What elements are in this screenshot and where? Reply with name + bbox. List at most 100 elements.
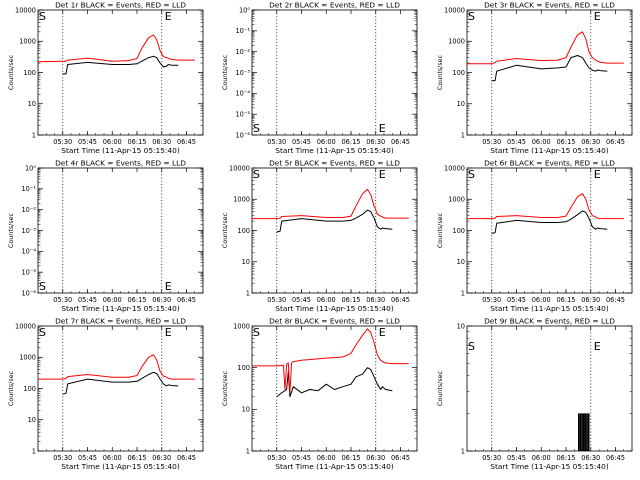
det-6r-series-lld [467, 193, 624, 220]
det-4r-xtick-label: 06:00 [103, 296, 122, 304]
det-6r-xtick-label: 05:30 [482, 296, 501, 304]
det-4r-ytick-label: 10⁻³ [21, 227, 36, 235]
det-1r-marker-e: E [165, 10, 172, 23]
det-4r-xtick-label: 06:30 [152, 296, 171, 304]
det-2r-ytick-label: 10⁻¹ [235, 27, 250, 35]
det-1r-ytick-label: 1 [32, 131, 36, 139]
det-9r-bar [578, 413, 580, 451]
det-4r-ytick-label: 10⁻² [21, 206, 36, 214]
det-3r-marker-s: S [468, 10, 475, 23]
det-5r-xtick-label: 05:45 [292, 296, 311, 304]
det-6r-title: Det 6r BLACK = Events, RED = LLD [484, 159, 615, 168]
det-6r-chart: Det 6r BLACK = Events, RED = LLD 05:30 05:… [436, 159, 633, 313]
det-9r-title: Det 9r BLACK = Events, RED = LLD [484, 317, 615, 326]
det-3r-series-lld [467, 31, 624, 65]
det-5r-chart: Det 5r BLACK = Events, RED = LLD 05:30 05:… [221, 159, 418, 313]
det-2r-ytick-label: 10⁰ [239, 6, 250, 14]
det-7r-xtick-label: 05:45 [78, 454, 97, 462]
det-7r-series-lld [38, 354, 195, 380]
det-8r-xtick-label: 06:30 [366, 454, 385, 462]
det-2r-ytick-label: 10⁻⁵ [235, 111, 250, 119]
det-3r-series-events [491, 55, 608, 82]
det-3r-xtick-label: 06:00 [532, 138, 551, 146]
det-2r-xtick-label: 06:30 [366, 138, 385, 146]
det-2r-title: Det 2r BLACK = Events, RED = LLD [269, 1, 400, 10]
det-6r-ytick-label: 10000 [444, 164, 465, 172]
det-3r-marker-e: E [594, 10, 601, 23]
det-6r-ytick-label: 100 [452, 227, 465, 235]
det-8r-title: Det 8r BLACK = Events, RED = LLD [269, 317, 400, 326]
det-3r-ylabel: Counts/sec [436, 54, 444, 90]
det-5r-xtick-label: 06:15 [341, 296, 360, 304]
det-1r-xtick-label: 05:30 [53, 138, 72, 146]
det-4r-xtick-label: 06:45 [177, 296, 196, 304]
det-8r-ytick-label: 10 [242, 406, 250, 414]
det-6r-xtick-label: 06:15 [556, 296, 575, 304]
det-2r-ytick-label: 10⁻⁶ [235, 131, 250, 139]
det-7r-chart: Det 7r BLACK = Events, RED = LLD 05:30 05:… [7, 317, 204, 471]
det-5r-ytick-label: 1000 [233, 196, 250, 204]
det-4r-marker-e: E [165, 280, 172, 293]
det-1r-xtick-label: 05:45 [78, 138, 97, 146]
det-5r-xlabel: Start Time (11-Apr-15 05:15:40) [275, 304, 394, 313]
det-9r-ytick-label: 1 [461, 447, 465, 455]
det-9r-ylabel: Counts/sec [436, 370, 444, 406]
det-8r-xtick-label: 06:15 [341, 454, 360, 462]
det-5r-title: Det 5r BLACK = Events, RED = LLD [269, 159, 400, 168]
det-6r-xlabel: Start Time (11-Apr-15 05:15:40) [490, 304, 609, 313]
det-9r-xlabel: Start Time (11-Apr-15 05:15:40) [490, 462, 609, 471]
det-8r-ytick-label: 1 [246, 447, 250, 455]
det-9r-marker-s: S [468, 340, 475, 353]
det-2r-xtick-label: 06:45 [391, 138, 410, 146]
det-4r-chart: Det 4r BLACK = Events, RED = LLD 05:30 05:… [7, 159, 204, 313]
det-6r-ytick-label: 1000 [448, 196, 465, 204]
det-3r-xtick-label: 06:15 [556, 138, 575, 146]
det-8r-ylabel: Counts/sec [221, 370, 229, 406]
det-8r-xtick-label: 06:00 [317, 454, 336, 462]
det-9r-marker-e: E [594, 340, 601, 353]
det-9r-bar [587, 413, 590, 451]
det-7r-title: Det 7r BLACK = Events, RED = LLD [55, 317, 186, 326]
det-2r-xtick-label: 06:00 [317, 138, 336, 146]
det-7r-ytick-label: 10 [28, 416, 36, 424]
det-2r-marker-s: S [253, 122, 260, 135]
det-7r-xtick-label: 06:30 [152, 454, 171, 462]
det-1r-ytick-label: 10 [28, 100, 36, 108]
det-8r-marker-s: S [253, 326, 260, 339]
det-3r-ytick-label: 100 [452, 69, 465, 77]
det-3r-xlabel: Start Time (11-Apr-15 05:15:40) [490, 146, 609, 155]
det-1r-title: Det 1r BLACK = Events, RED = LLD [55, 1, 186, 10]
det-8r-ytick-label: 100 [237, 364, 250, 372]
det-5r-ytick-label: 10000 [229, 164, 250, 172]
det-8r-ytick-label: 1000 [233, 322, 250, 330]
det-9r-bar [584, 413, 587, 451]
det-3r-ytick-label: 1000 [448, 38, 465, 46]
det-8r-xtick-label: 05:30 [267, 454, 286, 462]
det-6r-xtick-label: 06:45 [606, 296, 625, 304]
det-4r-ylabel: Counts/sec [7, 212, 15, 248]
det-2r-marker-e: E [379, 122, 386, 135]
det-4r-xlabel: Start Time (11-Apr-15 05:15:40) [61, 304, 180, 313]
det-1r-xlabel: Start Time (11-Apr-15 05:15:40) [61, 146, 180, 155]
det-1r-xtick-label: 06:00 [103, 138, 122, 146]
det-4r-ytick-label: 10⁻⁵ [21, 269, 36, 277]
det-6r-xtick-label: 06:00 [532, 296, 551, 304]
det-1r-marker-s: S [39, 10, 46, 23]
det-9r-ytick-label: 10 [457, 322, 465, 330]
det-9r-bar [586, 413, 588, 451]
det-7r-ytick-label: 1 [32, 447, 36, 455]
det-9r-xtick-label: 06:45 [606, 454, 625, 462]
det-5r-ytick-label: 1 [246, 289, 250, 297]
det-1r-ytick-label: 1000 [19, 38, 36, 46]
det-9r-xtick-label: 06:30 [581, 454, 600, 462]
det-3r-xtick-label: 06:30 [581, 138, 600, 146]
det-3r-xtick-label: 06:45 [606, 138, 625, 146]
det-2r-xtick-label: 05:30 [267, 138, 286, 146]
det-4r-ytick-label: 10⁻⁶ [21, 289, 36, 297]
det-9r-xtick-label: 06:15 [556, 454, 575, 462]
det-5r-marker-s: S [253, 168, 260, 181]
det-2r-ytick-label: 10⁻³ [235, 69, 250, 77]
det-7r-xtick-label: 06:00 [103, 454, 122, 462]
det-2r-xlabel: Start Time (11-Apr-15 05:15:40) [275, 146, 394, 155]
